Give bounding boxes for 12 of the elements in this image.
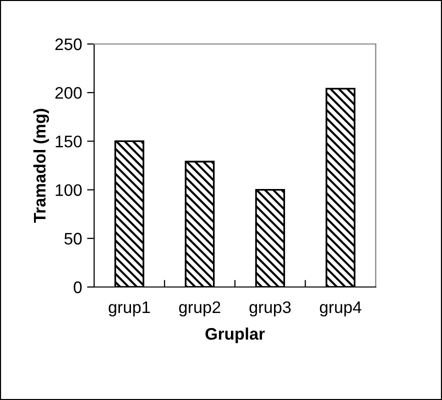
y-tick-label: 0 [74,281,82,294]
y-tick-label: 100 [56,184,82,196]
y-tick-label: 50 [64,232,82,245]
y-tick-label: 150 [56,136,82,148]
x-tick-label: grup2 [179,301,220,316]
x-tick-label: grup4 [320,302,362,316]
x-tick-label: grup3 [250,301,291,316]
x-axis-title: Gruplar [206,328,265,344]
y-axis-title: Tramadol (mg) [33,108,49,223]
y-tick-label: 250 [55,38,82,50]
x-tick-label: grup1 [108,302,150,316]
y-tick-label: 200 [55,87,82,99]
